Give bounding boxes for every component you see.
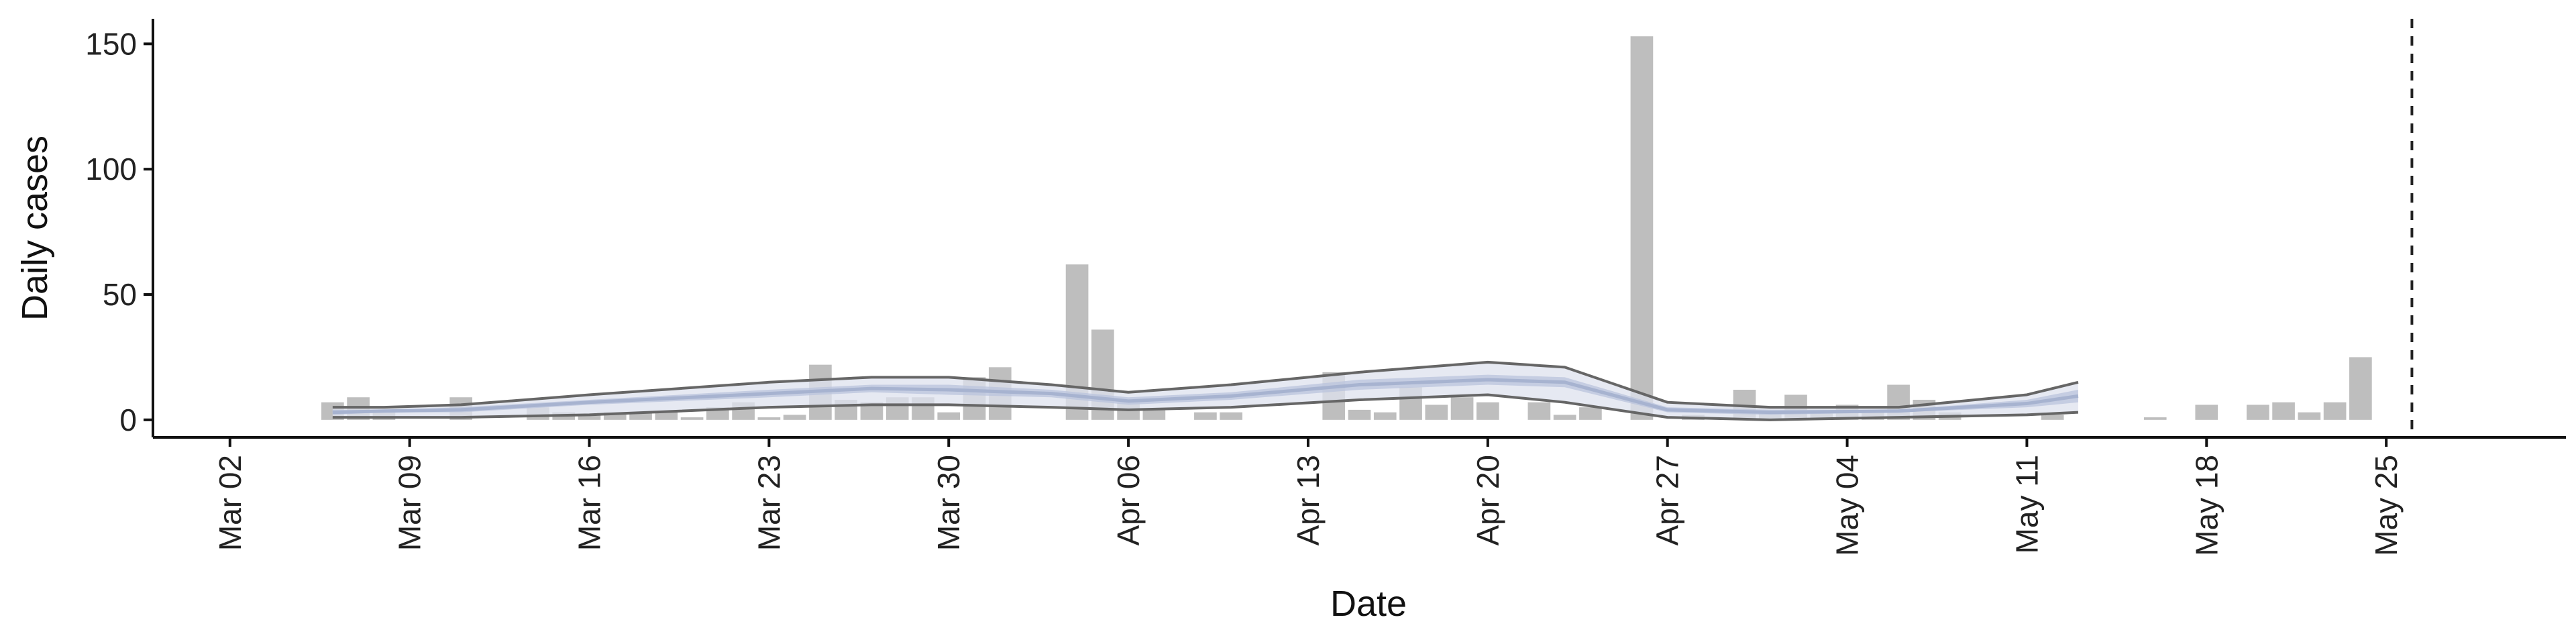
x-tick-label: Mar 30 [931,455,966,551]
bar [2323,402,2347,420]
band-lower-line [332,393,2079,421]
bar [2298,412,2321,420]
bar [937,412,961,420]
bar [2349,357,2372,420]
x-tick-label: May 18 [2189,455,2224,556]
y-tick-label: 100 [85,152,137,186]
bar [1348,409,1371,420]
bar [1425,405,1448,420]
bar [1220,412,1243,420]
y-tick-label: 150 [85,26,137,61]
bar [1630,36,1654,420]
y-tick-label: 0 [119,402,137,437]
y-tick-label: 50 [103,277,137,312]
x-tick-label: May 04 [1830,455,1865,556]
bar [1450,397,1474,420]
bar [629,412,652,420]
band-upper-line [332,360,2079,409]
bar [1553,415,1576,420]
bar [1579,407,1602,420]
bar [603,412,627,420]
bars-group [321,36,2372,420]
x-tick-label: Apr 27 [1650,455,1685,546]
x-tick-label: Mar 16 [572,455,607,551]
x-tick-label: Mar 02 [213,455,248,551]
x-tick-label: Apr 20 [1470,455,1505,546]
band-inner [332,374,2078,415]
y-axis-title: Daily cases [15,136,55,321]
x-tick-label: Mar 23 [751,455,786,551]
bar [655,412,678,420]
x-axis-title: Date [1330,584,1407,624]
bar [1142,409,1166,420]
band-median-line [332,378,2079,415]
bar [680,417,704,420]
x-tick-label: Apr 06 [1111,455,1146,546]
x-tick-label: Apr 13 [1291,455,1326,546]
estimate-band-group [332,360,2079,421]
bar [2143,417,2167,420]
bar [757,417,781,420]
bar [2195,405,2218,420]
bar [1194,412,1217,420]
bar [783,415,806,420]
bar [1476,402,1499,420]
x-tick-label: May 11 [2009,455,2044,553]
bar [1527,402,1551,420]
bar [2246,405,2269,420]
x-tick-label: May 25 [2369,455,2404,556]
x-tick-label: Mar 09 [392,455,427,551]
bar [2272,402,2295,420]
bar [578,415,601,420]
bar [1373,412,1397,420]
axes-group: 0 50 100 150 Mar 02 Mar 09 Mar 16 Mar 23 Mar 30 A… [85,19,2566,556]
bar [2041,415,2064,420]
